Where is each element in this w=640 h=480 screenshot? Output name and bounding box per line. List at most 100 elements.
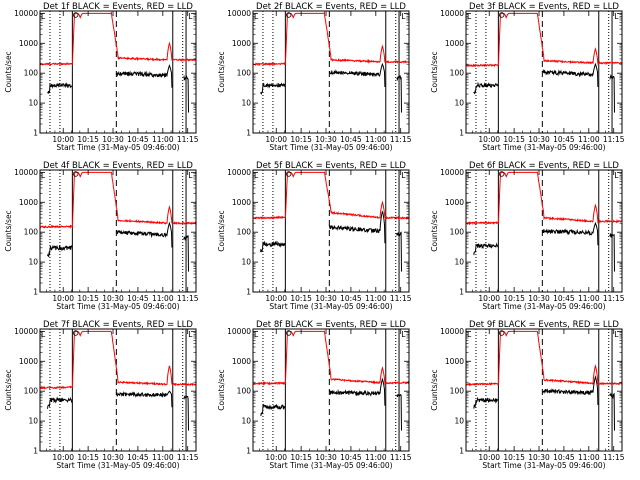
x-tick-label: 10:00 (265, 453, 287, 462)
legend-glyph: L (401, 171, 406, 180)
x-tick-label: 10:45 (553, 294, 575, 303)
legend-glyph: L (41, 12, 46, 21)
plot-frame (252, 328, 410, 452)
x-tick-label: 10:15 (503, 294, 525, 303)
legend-glyph: L (467, 12, 472, 21)
y-tick-label: 10000 (14, 327, 38, 336)
x-tick-label: 10:30 (102, 453, 124, 462)
x-tick-label: 11:15 (177, 294, 199, 303)
y-tick-label: 100 (237, 228, 252, 237)
series-lld-line (466, 171, 622, 226)
y-tick-label: 10000 (440, 327, 464, 336)
y-axis-label: Counts/sec (4, 210, 13, 251)
x-tick-label: 10:30 (315, 453, 337, 462)
series-events-line (260, 211, 402, 272)
y-tick-label: 100 (24, 69, 39, 78)
y-tick-label: 10000 (227, 168, 251, 177)
plot-frame (465, 328, 623, 452)
x-tick-label: 10:45 (340, 294, 362, 303)
y-tick-label: 10 (241, 99, 251, 108)
legend-glyph: L (614, 12, 619, 21)
plot-frame (39, 169, 197, 293)
y-tick-label: 10 (241, 417, 251, 426)
start-marker-circle (498, 171, 505, 177)
y-tick-label: 1 (246, 129, 251, 138)
legend-glyph: L (254, 330, 259, 339)
x-axis-label: Start Time (31-May-05 09:46:00) (482, 143, 605, 152)
x-tick-label: 10:30 (528, 294, 550, 303)
series-lld-line (40, 330, 196, 390)
x-tick-label: 10:45 (340, 135, 362, 144)
panel-title: Det 7f BLACK = Events, RED = LLD (43, 320, 193, 330)
legend-glyph: L (614, 330, 619, 339)
legend-glyph: L (614, 171, 619, 180)
y-tick-label: 100 (237, 387, 252, 396)
y-tick-label: 10000 (14, 9, 38, 18)
x-tick-label: 11:15 (603, 135, 625, 144)
x-tick-label: 11:15 (177, 453, 199, 462)
y-tick-label: 10000 (440, 9, 464, 18)
x-tick-label: 11:15 (390, 294, 412, 303)
start-marker-circle (498, 330, 505, 336)
start-marker-circle (285, 330, 292, 336)
series-events-line (260, 62, 402, 113)
y-axis-label: Counts/sec (4, 369, 13, 410)
panel-title: Det 3f BLACK = Events, RED = LLD (469, 2, 619, 12)
x-tick-label: 10:30 (102, 294, 124, 303)
panel-title: Det 8f BLACK = Events, RED = LLD (256, 320, 406, 330)
x-tick-label: 10:00 (52, 453, 74, 462)
legend-glyph: L (254, 12, 259, 21)
start-marker-circle (285, 12, 292, 18)
y-tick-label: 1000 (232, 39, 251, 48)
panel-title: Det 9f BLACK = Events, RED = LLD (469, 320, 619, 330)
y-tick-label: 1 (246, 447, 251, 456)
panel-title: Det 4f BLACK = Events, RED = LLD (43, 161, 193, 171)
y-tick-label: 1000 (19, 357, 38, 366)
y-tick-label: 1000 (445, 39, 464, 48)
y-tick-label: 1 (459, 129, 464, 138)
x-tick-label: 10:00 (478, 453, 500, 462)
x-tick-label: 10:30 (528, 135, 550, 144)
x-tick-label: 11:15 (603, 294, 625, 303)
series-events-line (473, 375, 615, 431)
y-axis-label: Counts/sec (430, 210, 439, 251)
x-tick-label: 11:00 (578, 294, 600, 303)
x-axis-label: Start Time (31-May-05 09:46:00) (482, 461, 605, 470)
series-events-line (47, 390, 189, 431)
x-tick-label: 10:15 (290, 294, 312, 303)
x-tick-label: 11:00 (365, 294, 387, 303)
y-tick-label: 10 (454, 99, 464, 108)
x-tick-label: 11:15 (603, 453, 625, 462)
x-tick-label: 10:00 (52, 294, 74, 303)
start-marker-circle (72, 330, 79, 336)
legend-glyph: L (188, 12, 193, 21)
series-lld-line (253, 171, 409, 221)
x-tick-label: 10:45 (127, 135, 149, 144)
start-marker-circle (498, 12, 505, 18)
y-tick-label: 1 (33, 288, 38, 297)
y-tick-label: 10 (454, 417, 464, 426)
x-tick-label: 10:15 (503, 453, 525, 462)
y-axis-label: Counts/sec (4, 51, 13, 92)
series-lld-line (253, 11, 409, 67)
x-axis-label: Start Time (31-May-05 09:46:00) (269, 143, 392, 152)
start-marker-circle (72, 12, 79, 18)
legend-glyph: L (254, 171, 259, 180)
y-tick-label: 1000 (19, 39, 38, 48)
y-tick-label: 1000 (445, 198, 464, 207)
y-axis-label: Counts/sec (217, 210, 226, 251)
y-tick-label: 10000 (227, 9, 251, 18)
panel-title: Det 6f BLACK = Events, RED = LLD (469, 161, 619, 171)
series-lld-line (253, 330, 409, 386)
x-axis-label: Start Time (31-May-05 09:46:00) (56, 461, 179, 470)
y-axis-label: Counts/sec (217, 51, 226, 92)
plot-frame (252, 169, 410, 293)
y-tick-label: 100 (24, 228, 39, 237)
x-tick-label: 10:00 (265, 135, 287, 144)
x-tick-label: 10:45 (340, 453, 362, 462)
y-tick-label: 10000 (14, 168, 38, 177)
legend-glyph: L (467, 171, 472, 180)
